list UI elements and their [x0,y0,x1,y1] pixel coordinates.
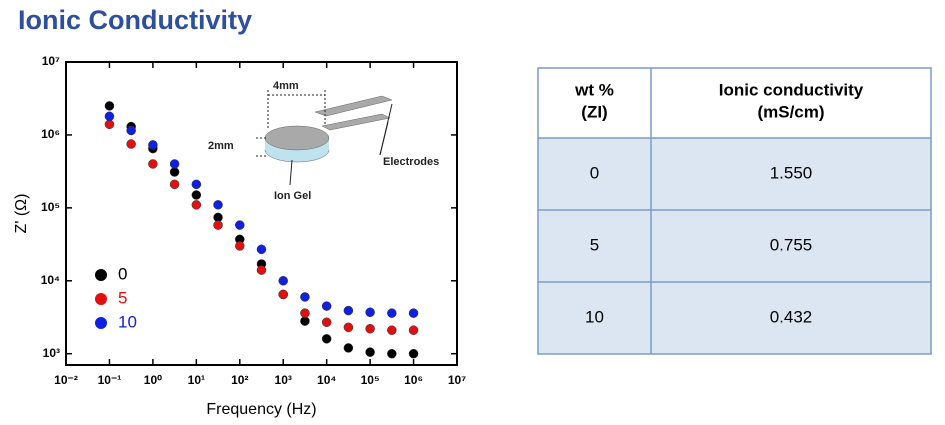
y-tick-label: 10⁴ [41,273,60,287]
table-cell: 0.755 [770,235,813,254]
data-point [387,308,397,318]
y-tick-label: 10⁶ [41,127,60,141]
plot-frame [65,61,458,366]
data-point [408,308,419,318]
y-tick-label: 10⁷ [42,54,60,68]
table-cell: 0.432 [770,307,813,326]
data-point [300,308,310,318]
data-point [104,101,115,111]
data-point [343,322,354,333]
table-header: wt % [574,80,614,99]
legend-label: 5 [118,288,127,307]
table-cell: 10 [585,307,604,326]
x-tick-label: 10⁻² [54,373,78,387]
data-point [321,317,332,327]
data-point [126,125,136,136]
data-point [148,159,158,169]
data-point [213,200,223,210]
data-point [343,343,354,353]
data-point [169,179,180,190]
data-point [169,159,180,169]
table-header: (ZI) [581,102,607,121]
table-cell: 0 [590,163,599,182]
x-tick-label: 10² [231,373,248,387]
table-row [538,282,931,354]
x-tick-label: 10³ [275,373,292,387]
legend-marker [95,317,107,329]
data-point [191,190,202,200]
data-point [365,323,375,334]
table-border [537,67,932,355]
data-point [343,305,354,316]
arrow [289,159,293,186]
data-point [321,334,332,344]
table-row [538,210,931,282]
table-cell: 5 [590,235,599,254]
x-tick-label: 10⁶ [404,373,423,387]
data-point [126,139,136,149]
x-tick-label: 10⁴ [317,373,336,387]
x-tick-label: 10⁰ [144,373,162,387]
data-point [104,119,115,130]
data-point [235,220,245,230]
data-point [321,301,332,311]
arrow [379,121,389,156]
table-row [538,138,931,210]
data-point [169,167,180,177]
electrode [321,113,391,131]
x-tick-label: 10⁷ [448,373,466,387]
table-header: Ionic conductivity [719,80,864,99]
data-point [278,289,288,300]
data-point [278,276,288,286]
data-point [213,220,223,230]
legend-marker [95,293,107,305]
data-point [191,179,202,190]
y-axis-label: Z' (Ω) [13,194,30,234]
data-point [408,325,419,335]
y-tick-label: 10³ [43,346,60,360]
slide-title: Ionic Conductivity [18,5,252,35]
legend-label: 0 [118,264,127,283]
data-point [235,241,245,251]
table-header: (mS/cm) [757,102,824,121]
x-tick-label: 10⁵ [361,373,380,387]
data-point [256,265,267,275]
gel-top [264,125,330,151]
data-point [365,347,375,357]
electrode [314,95,393,117]
table-cell: 1.550 [770,163,813,182]
y-tick-label: 10⁵ [41,200,60,214]
x-axis-label: Frequency (Hz) [206,401,316,418]
gel-label: Ion Gel [274,190,311,202]
data-point [408,348,419,359]
data-point [300,292,310,302]
data-point [148,140,158,150]
data-point [365,307,375,318]
data-point [256,244,267,255]
height-label: 2mm [208,140,234,152]
legend-label: 10 [118,312,137,331]
electrodes-label: Electrodes [383,156,439,168]
legend-marker [95,269,107,281]
x-tick-label: 10⁻¹ [98,373,122,387]
data-point [387,325,397,335]
data-point [300,316,310,326]
x-tick-label: 10¹ [188,373,205,387]
data-point [104,111,115,122]
width-label: 4mm [273,80,299,92]
data-point [387,348,397,359]
inset-diagram: 4mm 2mm Electrodes Ion Gel [208,80,439,202]
data-point [191,200,202,210]
